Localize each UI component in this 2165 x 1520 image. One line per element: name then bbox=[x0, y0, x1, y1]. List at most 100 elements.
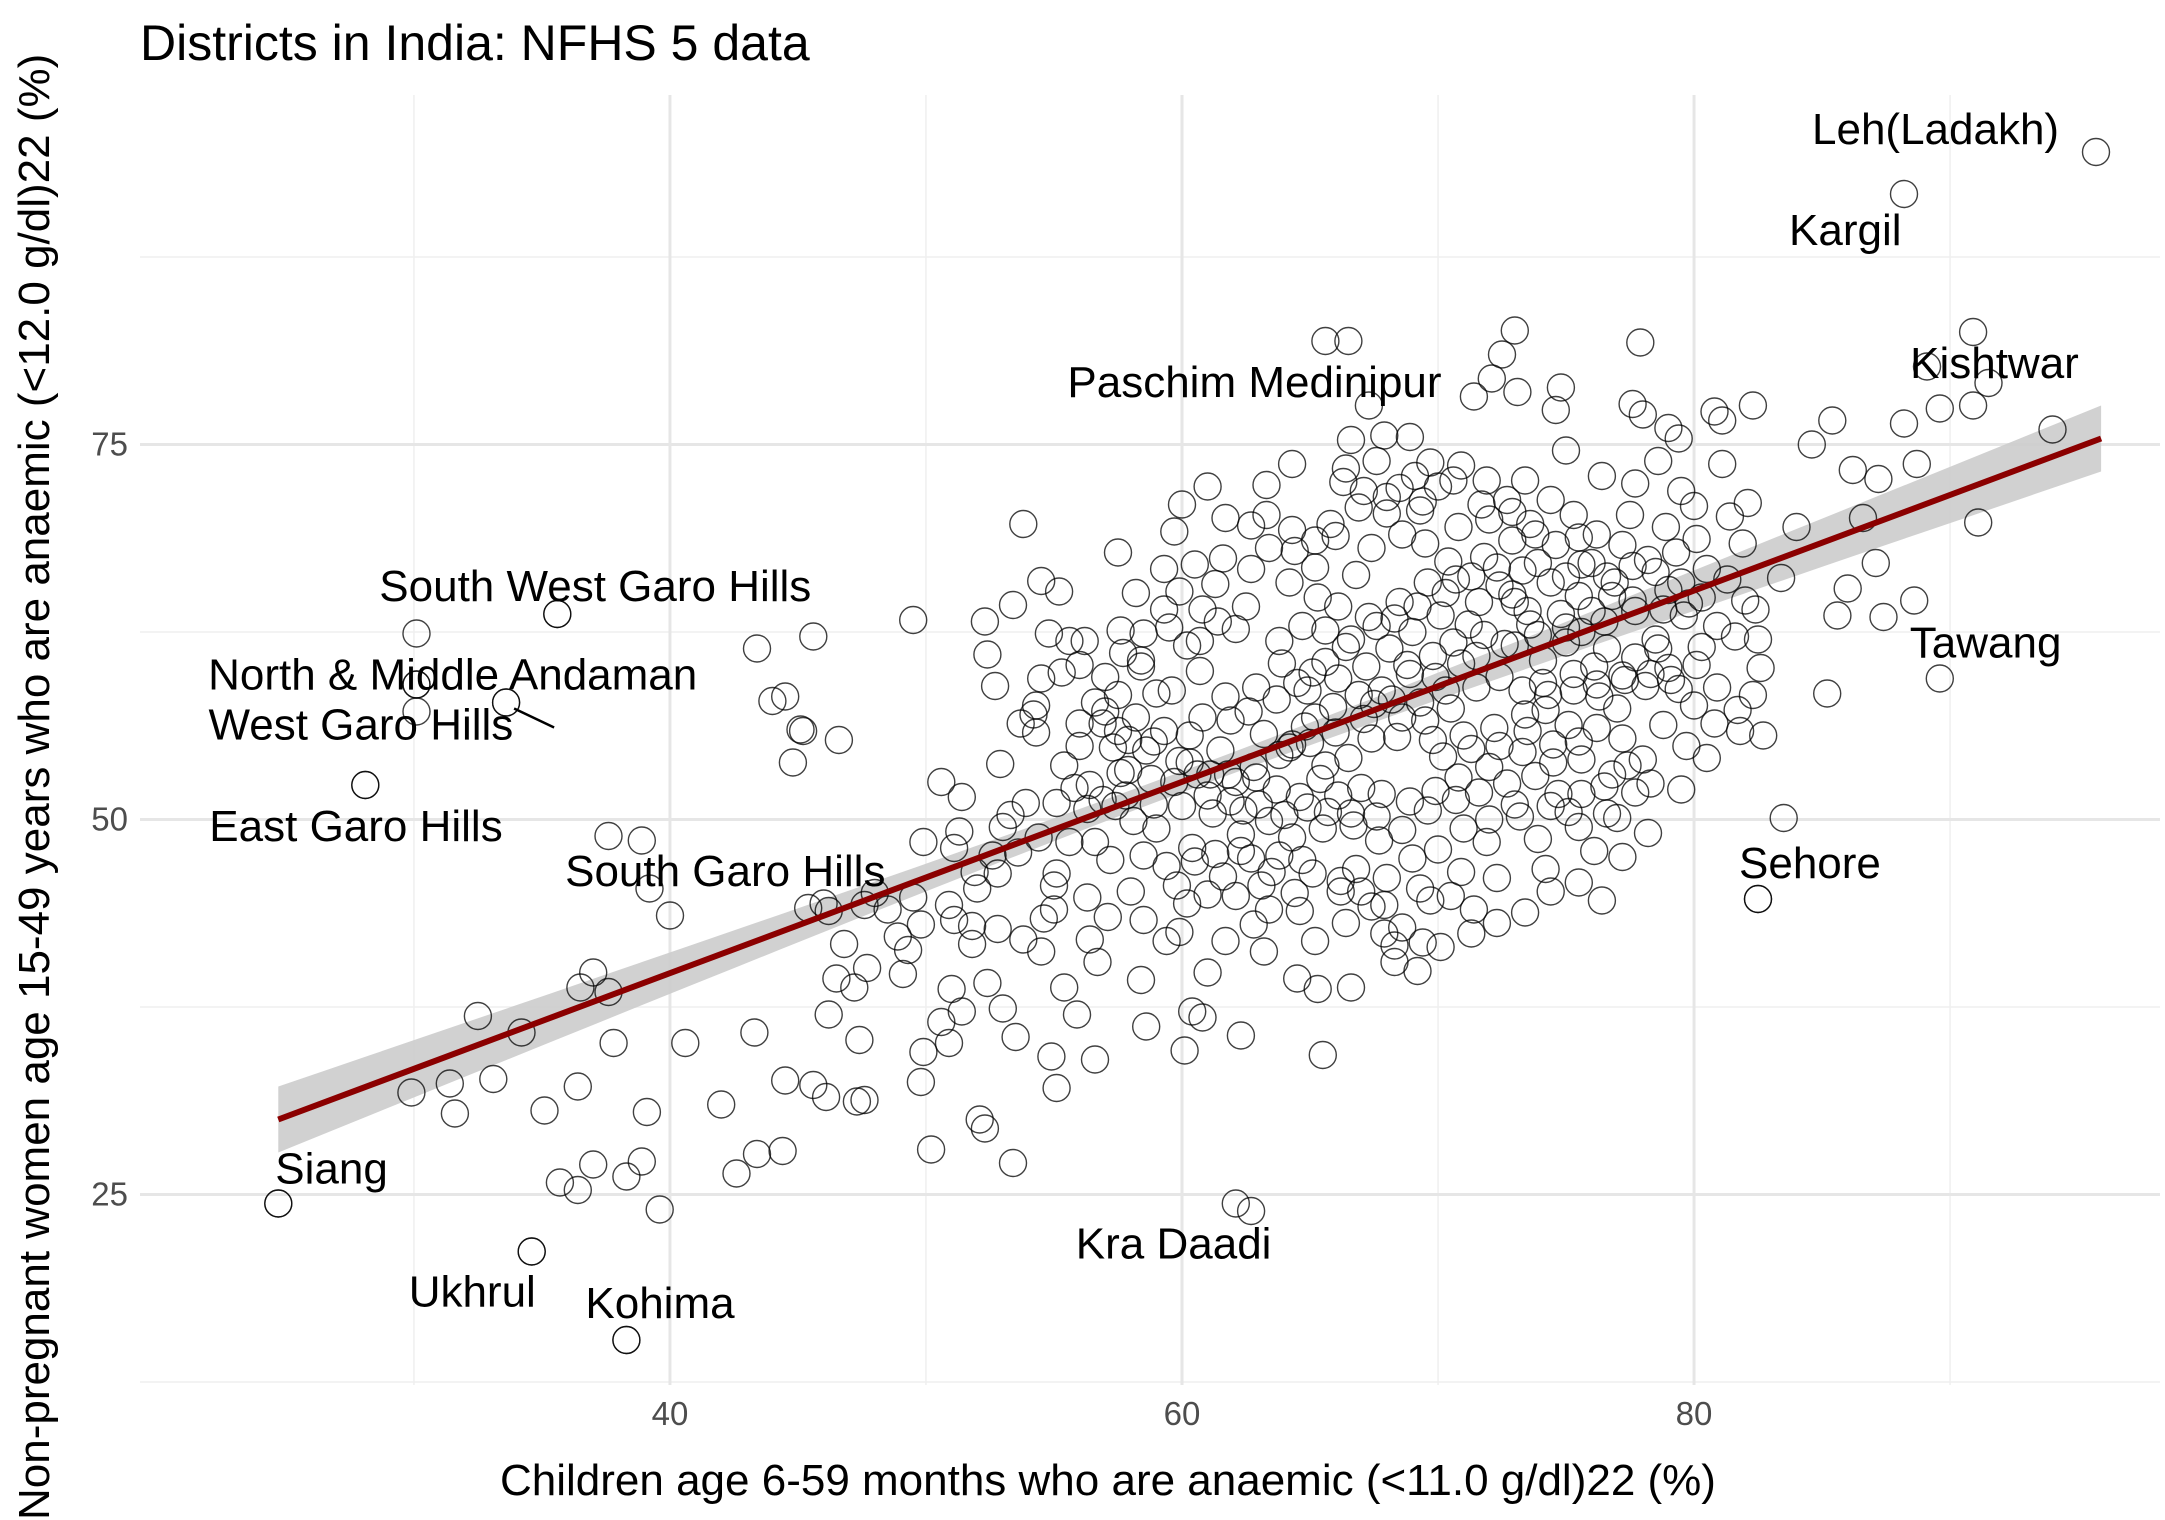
data-point bbox=[1334, 326, 1363, 356]
data-point bbox=[1702, 673, 1732, 702]
data-point bbox=[1405, 874, 1435, 903]
data-point bbox=[627, 826, 656, 855]
data-point bbox=[1848, 503, 1878, 533]
data-point bbox=[1467, 490, 1496, 519]
data-point bbox=[1180, 847, 1210, 876]
point-annotations: Leh(Ladakh) Kargil Kishtwar Paschim Medinip… bbox=[208, 105, 2079, 1328]
data-point bbox=[1812, 679, 1842, 708]
data-point bbox=[1103, 538, 1133, 567]
data-point bbox=[1587, 886, 1617, 915]
data-point bbox=[545, 1168, 575, 1197]
data-point bbox=[1485, 731, 1514, 761]
data-point bbox=[1864, 464, 1893, 494]
data-point bbox=[1500, 587, 1530, 617]
data-point bbox=[1362, 611, 1391, 641]
data-point bbox=[1521, 761, 1550, 791]
labeled-data-point bbox=[1311, 326, 1340, 356]
data-point bbox=[1490, 629, 1519, 659]
data-point bbox=[1449, 721, 1478, 750]
data-point bbox=[1262, 685, 1291, 714]
data-point bbox=[1165, 577, 1194, 606]
data-point bbox=[1034, 619, 1064, 648]
data-point bbox=[632, 1097, 662, 1127]
data-point bbox=[1280, 878, 1309, 908]
data-point bbox=[1651, 512, 1681, 542]
data-point bbox=[1523, 548, 1553, 578]
data-point bbox=[1387, 815, 1417, 845]
data-point bbox=[1226, 820, 1256, 849]
data-point bbox=[1797, 430, 1827, 459]
data-point bbox=[1165, 917, 1194, 947]
data-point bbox=[1416, 448, 1445, 477]
data-point bbox=[635, 874, 664, 903]
data-point bbox=[1380, 604, 1409, 633]
data-point bbox=[1298, 859, 1327, 888]
data-point bbox=[1590, 772, 1619, 801]
data-point bbox=[1692, 743, 1722, 773]
data-point bbox=[1270, 800, 1299, 830]
data-point bbox=[1341, 854, 1371, 884]
data-point bbox=[965, 1105, 994, 1134]
data-point bbox=[1416, 886, 1445, 915]
data-point bbox=[1236, 1196, 1266, 1226]
data-point bbox=[1505, 802, 1535, 831]
data-point bbox=[1421, 776, 1450, 806]
data-point bbox=[1636, 769, 1665, 798]
data-point bbox=[1480, 713, 1509, 743]
data-point bbox=[1185, 626, 1215, 656]
data-point bbox=[1175, 721, 1204, 750]
data-point bbox=[1707, 449, 1737, 479]
data-point bbox=[1239, 910, 1268, 939]
data-point bbox=[1039, 895, 1069, 924]
labeled-data-point bbox=[1958, 317, 1988, 347]
x-tick-label: 40 bbox=[652, 1395, 689, 1432]
data-point bbox=[1536, 568, 1565, 597]
data-point bbox=[1295, 728, 1325, 758]
data-point bbox=[1608, 530, 1637, 560]
data-point bbox=[1241, 673, 1271, 702]
data-point bbox=[1364, 826, 1394, 855]
data-point bbox=[1687, 632, 1716, 662]
data-point bbox=[1318, 692, 1348, 722]
data-point bbox=[1254, 895, 1284, 924]
data-point bbox=[1682, 524, 1711, 554]
labeled-data-point bbox=[1743, 884, 1773, 914]
data-point bbox=[1193, 880, 1222, 909]
data-point bbox=[1482, 863, 1512, 893]
data-point bbox=[927, 767, 956, 797]
data-point bbox=[1129, 841, 1158, 870]
axis-ticks: 40 60 80 25 50 75 bbox=[91, 426, 1712, 1433]
data-point bbox=[530, 1096, 559, 1125]
data-point bbox=[1088, 709, 1117, 738]
data-point bbox=[722, 1159, 751, 1188]
data-point bbox=[1464, 778, 1494, 807]
data-point bbox=[822, 964, 851, 993]
data-point bbox=[811, 1082, 841, 1112]
data-point bbox=[1341, 560, 1371, 590]
data-point bbox=[771, 682, 800, 711]
data-point bbox=[1311, 647, 1340, 677]
data-point bbox=[1423, 835, 1453, 864]
data-point bbox=[1172, 889, 1202, 918]
data-point bbox=[1833, 574, 1862, 603]
data-point bbox=[742, 1139, 772, 1169]
data-point bbox=[1459, 382, 1489, 411]
data-point bbox=[1541, 530, 1571, 560]
data-point bbox=[1510, 466, 1540, 495]
data-point bbox=[1436, 881, 1466, 911]
data-point bbox=[1559, 500, 1588, 530]
point-label: West Garo Hills bbox=[209, 701, 514, 750]
data-point bbox=[1367, 779, 1396, 809]
data-point bbox=[1065, 650, 1094, 680]
data-point bbox=[1393, 650, 1422, 680]
data-point bbox=[1538, 730, 1568, 759]
data-point bbox=[1042, 859, 1071, 888]
data-point bbox=[1116, 877, 1146, 906]
data-point bbox=[1643, 446, 1673, 476]
data-point bbox=[1508, 737, 1537, 767]
data-point bbox=[945, 817, 974, 846]
data-point bbox=[1160, 517, 1189, 546]
data-point bbox=[1743, 625, 1773, 654]
labeled-data-point bbox=[351, 770, 380, 800]
